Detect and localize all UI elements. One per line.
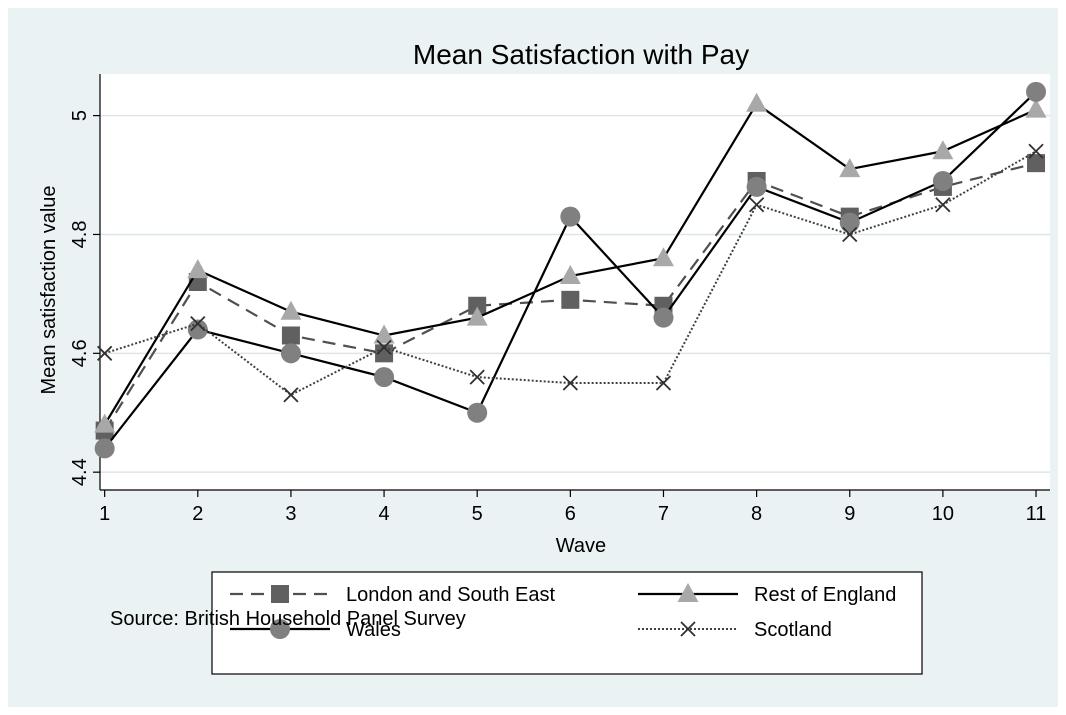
legend-marker <box>677 583 699 602</box>
y-tick-label: 5 <box>69 110 91 121</box>
x-stroke <box>376 339 392 356</box>
x-tick-label: 2 <box>192 503 203 525</box>
legend-item: Rest of England <box>638 583 896 606</box>
data-point <box>839 158 861 178</box>
x-stroke <box>283 387 299 403</box>
x-stroke <box>935 197 951 213</box>
legend-label: Scotland <box>754 619 832 641</box>
data-point <box>467 402 488 423</box>
data-point <box>562 375 578 391</box>
x-stroke <box>97 345 113 361</box>
legend-item: Wales <box>230 619 401 641</box>
data-point <box>746 92 768 112</box>
x-stroke <box>469 369 485 385</box>
x-tick-label: 9 <box>844 503 855 525</box>
x-tick-label: 1 <box>99 503 110 525</box>
y-tick-label: 4.8 <box>69 221 91 249</box>
data-point <box>842 226 858 243</box>
data-point <box>94 413 116 433</box>
legend-marker <box>680 621 696 637</box>
x-tick-label: 8 <box>751 503 762 525</box>
data-point <box>187 259 209 279</box>
data-point <box>746 176 767 197</box>
data-point <box>283 387 299 403</box>
series-rest-of-england <box>94 92 1047 433</box>
data-point <box>559 265 581 285</box>
legend-label: London and South East <box>346 584 556 606</box>
x-stroke <box>748 197 765 213</box>
series-scotland <box>97 143 1044 403</box>
legend-marker <box>271 585 289 603</box>
chart-title: Mean Satisfaction with Pay <box>413 39 749 70</box>
data-point <box>748 197 765 213</box>
source-note: Source: British Household Panel Survey <box>110 608 466 630</box>
x-tick-label: 10 <box>932 503 954 525</box>
x-stroke <box>842 226 858 243</box>
chart: Mean Satisfaction with Pay 1 2 3 4 5 6 7 8 9 10 11… <box>8 8 1058 707</box>
data-point <box>466 306 488 326</box>
series-wales <box>94 81 1047 459</box>
legend-label: Rest of England <box>754 584 896 606</box>
data-point <box>373 324 395 344</box>
data-point <box>1028 143 1044 159</box>
x-tick-label: 7 <box>658 503 669 525</box>
data-point <box>376 339 392 356</box>
legend: London and South East Rest of England Wale… <box>211 571 923 675</box>
x-stroke <box>680 621 696 637</box>
axes <box>99 74 1050 491</box>
x-axis-label: Wave <box>556 535 606 557</box>
data-point <box>561 290 580 309</box>
x-tick-label: 5 <box>472 503 483 525</box>
legend-item: Scotland <box>638 619 832 641</box>
x-stroke <box>562 375 578 391</box>
y-axis-label: Mean satisfaction value <box>38 185 60 394</box>
data-point <box>94 438 115 459</box>
data-point <box>190 315 206 332</box>
data-point <box>932 140 954 160</box>
data-point <box>97 345 113 361</box>
data-point <box>652 247 674 267</box>
y-tick-label: 4.6 <box>69 339 91 367</box>
data-point <box>932 170 953 191</box>
data-point <box>653 307 674 328</box>
data-point <box>281 326 300 345</box>
series-group <box>94 81 1047 459</box>
legend-item: London and South East <box>230 584 556 606</box>
data-point <box>560 206 581 227</box>
data-point <box>1025 98 1047 118</box>
gridlines <box>100 114 1050 473</box>
y-axis-ticks: 4.4 4.6 4.8 5 <box>69 110 100 486</box>
x-axis-ticks: 1 2 3 4 5 6 7 8 9 10 11 <box>99 490 1046 525</box>
y-tick-label: 4.4 <box>69 458 91 486</box>
legend-marker <box>270 619 290 639</box>
legend-label: Wales <box>346 619 401 641</box>
data-point <box>1027 154 1046 173</box>
data-point <box>469 369 485 385</box>
x-stroke <box>190 315 206 332</box>
x-stroke <box>655 375 672 391</box>
data-point <box>935 197 951 213</box>
data-point <box>655 375 672 391</box>
x-tick-label: 4 <box>379 503 390 525</box>
legend-box <box>211 571 923 675</box>
x-tick-label: 3 <box>285 503 296 525</box>
x-stroke <box>1028 143 1044 159</box>
data-point <box>280 300 302 320</box>
data-point <box>1026 81 1047 102</box>
x-tick-label: 11 <box>1026 503 1047 525</box>
chart-container: Mean Satisfaction with Pay 1 2 3 4 5 6 7 8 9 10 11… <box>8 8 1058 707</box>
data-point <box>468 296 487 315</box>
data-point <box>280 343 301 364</box>
x-tick-label: 6 <box>565 503 576 525</box>
data-point <box>839 212 860 233</box>
data-point <box>374 367 395 388</box>
